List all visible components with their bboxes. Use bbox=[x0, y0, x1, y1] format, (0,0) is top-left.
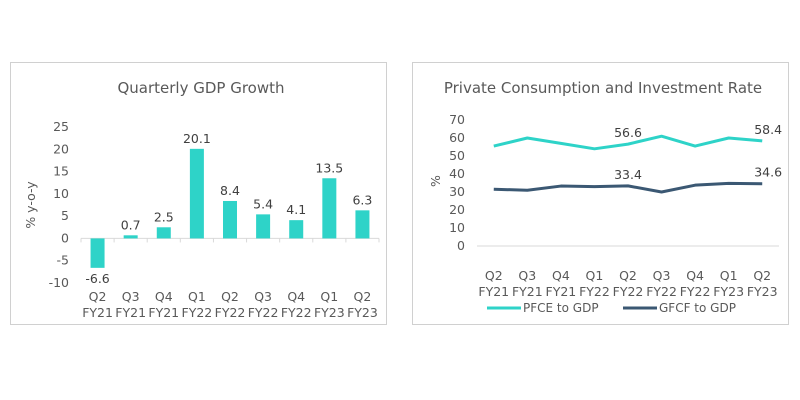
x-tick-label: Q2 bbox=[753, 268, 771, 283]
y-tick-label: 10 bbox=[449, 220, 465, 235]
x-tick-label: Q2 bbox=[89, 289, 107, 304]
x-tick-label: Q2 bbox=[485, 268, 503, 283]
x-tick-label: Q2 bbox=[354, 289, 372, 304]
x-tick-label: FY22 bbox=[646, 284, 677, 299]
bar bbox=[289, 220, 304, 239]
y-tick-label: 60 bbox=[449, 130, 465, 145]
data-label: 34.6 bbox=[754, 165, 782, 180]
gdp-growth-chart-panel: Quarterly GDP Growth % y-o-y -10 -5 0 5 10 15… bbox=[10, 62, 387, 325]
x-tick-label: Q2 bbox=[619, 268, 637, 283]
x-tick-label: FY21 bbox=[148, 305, 179, 320]
data-label: -6.6 bbox=[85, 271, 109, 286]
y-tick-label: 25 bbox=[53, 119, 69, 134]
x-tick-label: FY23 bbox=[747, 284, 778, 299]
bar bbox=[189, 148, 204, 239]
data-label: 20.1 bbox=[183, 131, 211, 146]
y-tick-label: 5 bbox=[61, 208, 69, 223]
x-tick-label: FY21 bbox=[512, 284, 543, 299]
y-tick-label: 20 bbox=[449, 202, 465, 217]
data-label: 33.4 bbox=[614, 167, 642, 182]
x-tick-label: FY23 bbox=[347, 305, 378, 320]
x-tick-label: FY22 bbox=[248, 305, 279, 320]
x-tick-label: FY21 bbox=[82, 305, 113, 320]
x-tick-label: Q1 bbox=[720, 268, 738, 283]
bar bbox=[256, 214, 271, 239]
bar bbox=[223, 200, 237, 239]
x-tick-label: Q3 bbox=[122, 289, 140, 304]
x-tick-label: FY23 bbox=[314, 305, 345, 320]
y-tick-label: 0 bbox=[457, 238, 465, 253]
plot-area: -10-50510152025-6.6Q2FY210.7Q3FY212.5Q4F… bbox=[49, 119, 380, 320]
x-tick-label: FY22 bbox=[613, 284, 644, 299]
legend-label: GFCF to GDP bbox=[659, 301, 736, 315]
bar bbox=[355, 210, 370, 239]
x-tick-label: Q3 bbox=[653, 268, 671, 283]
data-label: 5.4 bbox=[253, 196, 273, 211]
y-tick-label: 30 bbox=[449, 184, 465, 199]
x-tick-label: Q2 bbox=[221, 289, 239, 304]
consumption-investment-chart: Private Consumption and Investment Rate … bbox=[428, 79, 782, 315]
y-tick-label: 40 bbox=[449, 166, 465, 181]
y-tick-label: -5 bbox=[57, 253, 69, 268]
plot-area: 010203040506070Q2FY21Q3FY21Q4FY21Q1FY22Q… bbox=[449, 112, 782, 315]
y-tick-label: 10 bbox=[53, 186, 69, 201]
data-label: 13.5 bbox=[315, 160, 343, 175]
x-tick-label: Q1 bbox=[320, 289, 338, 304]
y-tick-label: 15 bbox=[53, 164, 69, 179]
chart-title: Private Consumption and Investment Rate bbox=[444, 79, 762, 97]
x-tick-label: Q4 bbox=[155, 289, 173, 304]
data-label: 56.6 bbox=[614, 125, 642, 140]
x-tick-label: Q4 bbox=[552, 268, 570, 283]
x-tick-label: FY22 bbox=[579, 284, 610, 299]
data-label: 58.4 bbox=[754, 122, 782, 137]
gdp-growth-chart: Quarterly GDP Growth % y-o-y -10 -5 0 5 10 15… bbox=[23, 79, 380, 320]
x-tick-label: FY21 bbox=[478, 284, 509, 299]
x-tick-label: Q4 bbox=[686, 268, 704, 283]
y-tick-label: 0 bbox=[61, 230, 69, 245]
x-tick-label: FY22 bbox=[680, 284, 711, 299]
legend-label: PFCE to GDP bbox=[523, 301, 599, 315]
x-tick-label: FY21 bbox=[115, 305, 146, 320]
x-tick-label: FY23 bbox=[713, 284, 744, 299]
y-tick-label: -10 bbox=[49, 275, 69, 290]
x-tick-label: FY22 bbox=[215, 305, 246, 320]
y-tick-label: 20 bbox=[53, 141, 69, 156]
data-label: 8.4 bbox=[220, 183, 240, 198]
bar bbox=[156, 227, 171, 239]
x-tick-label: Q3 bbox=[518, 268, 536, 283]
x-tick-label: Q1 bbox=[188, 289, 206, 304]
x-tick-label: Q1 bbox=[586, 268, 604, 283]
y-tick-label: 70 bbox=[449, 112, 465, 127]
x-tick-label: FY22 bbox=[182, 305, 213, 320]
series-line-gfcf bbox=[493, 181, 763, 194]
x-tick-label: Q3 bbox=[254, 289, 272, 304]
bar bbox=[123, 235, 138, 239]
bar bbox=[322, 178, 337, 239]
bar bbox=[90, 238, 105, 268]
x-tick-label: FY21 bbox=[546, 284, 577, 299]
y-axis-label: % bbox=[428, 175, 443, 187]
data-label: 2.5 bbox=[154, 209, 174, 224]
data-label: 4.1 bbox=[286, 202, 306, 217]
chart-title: Quarterly GDP Growth bbox=[117, 79, 284, 97]
data-label: 0.7 bbox=[121, 217, 141, 232]
x-tick-label: FY22 bbox=[281, 305, 312, 320]
consumption-investment-chart-panel: Private Consumption and Investment Rate … bbox=[412, 62, 789, 325]
y-tick-label: 50 bbox=[449, 148, 465, 163]
x-tick-label: Q4 bbox=[287, 289, 305, 304]
data-label: 6.3 bbox=[352, 192, 372, 207]
y-axis-label: % y-o-y bbox=[23, 181, 38, 229]
